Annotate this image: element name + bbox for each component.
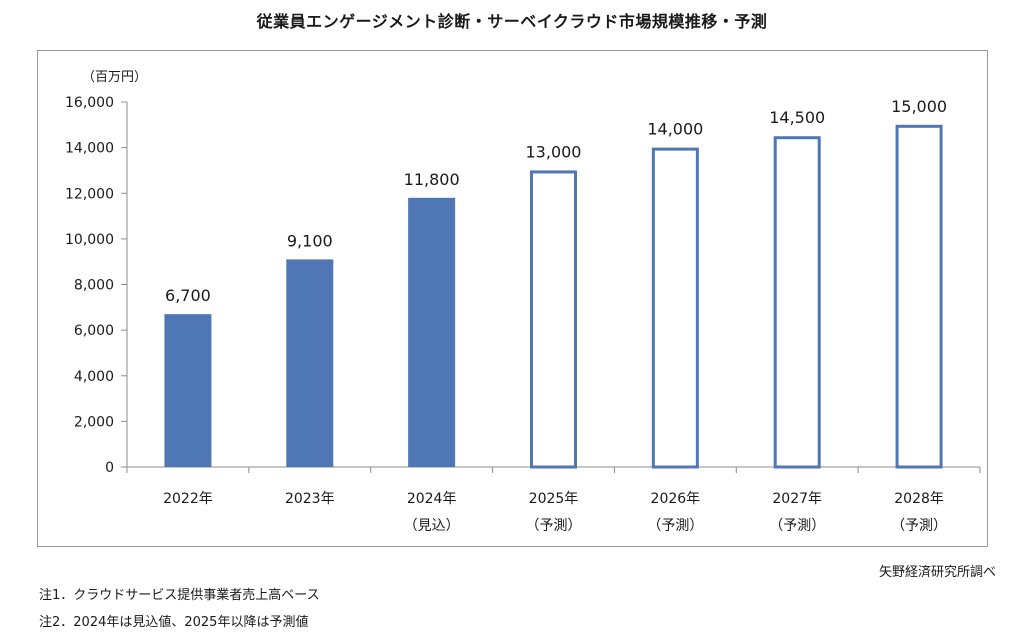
bar-value-label: 15,000 <box>891 97 947 116</box>
y-tick-label: 14,000 <box>65 141 114 157</box>
y-tick-label: 4,000 <box>74 369 114 385</box>
y-tick-label: 10,000 <box>65 232 114 248</box>
bar-actual <box>286 259 334 467</box>
x-category-label: 2026年 <box>651 491 701 507</box>
y-axis-unit-label: （百万円） <box>82 70 147 85</box>
bar-forecast <box>895 124 943 469</box>
bar-forecast <box>773 136 821 469</box>
chart-frame <box>37 50 988 547</box>
x-category-sublabel: （予測） <box>769 518 825 534</box>
source-credit: 矢野経済研究所調べ <box>878 565 996 580</box>
bar-value-label: 6,700 <box>165 286 211 305</box>
x-category-label: 2025年 <box>529 491 579 507</box>
bar-actual <box>408 197 456 467</box>
x-category-label: 2028年 <box>894 491 944 507</box>
footnote-1: 注1．クラウドサービス提供事業者売上高ベース <box>39 588 320 603</box>
x-category-label: 2027年 <box>772 491 822 507</box>
y-tick-label: 8,000 <box>74 278 114 294</box>
x-category-label: 2022年 <box>163 491 213 507</box>
x-category-label: 2024年 <box>407 491 457 507</box>
x-category-sublabel: （見込） <box>404 518 460 534</box>
bar-value-label: 11,800 <box>404 170 460 189</box>
bar-actual <box>164 314 212 467</box>
chart-title: 従業員エンゲージメント診断・サーベイクラウド市場規模推移・予測 <box>256 12 768 31</box>
y-tick-label: 16,000 <box>65 95 114 111</box>
bar-value-label: 9,100 <box>287 231 333 250</box>
bar-forecast <box>530 170 577 469</box>
bar-forecast <box>651 147 699 469</box>
bar-value-label: 14,000 <box>647 120 703 139</box>
footnote-2: 注2．2024年は見込値、2025年以降は予測値 <box>39 615 309 630</box>
x-category-label: 2023年 <box>285 491 335 507</box>
y-tick-label: 12,000 <box>65 186 114 202</box>
x-category-sublabel: （予測） <box>647 518 703 534</box>
bar-value-label: 13,000 <box>526 142 582 161</box>
x-category-sublabel: （予測） <box>891 518 947 534</box>
bar-value-label: 14,500 <box>769 108 825 127</box>
y-tick-label: 0 <box>105 460 114 476</box>
x-category-sublabel: （予測） <box>526 518 582 534</box>
y-tick-label: 6,000 <box>74 323 114 339</box>
y-tick-label: 2,000 <box>74 414 114 430</box>
